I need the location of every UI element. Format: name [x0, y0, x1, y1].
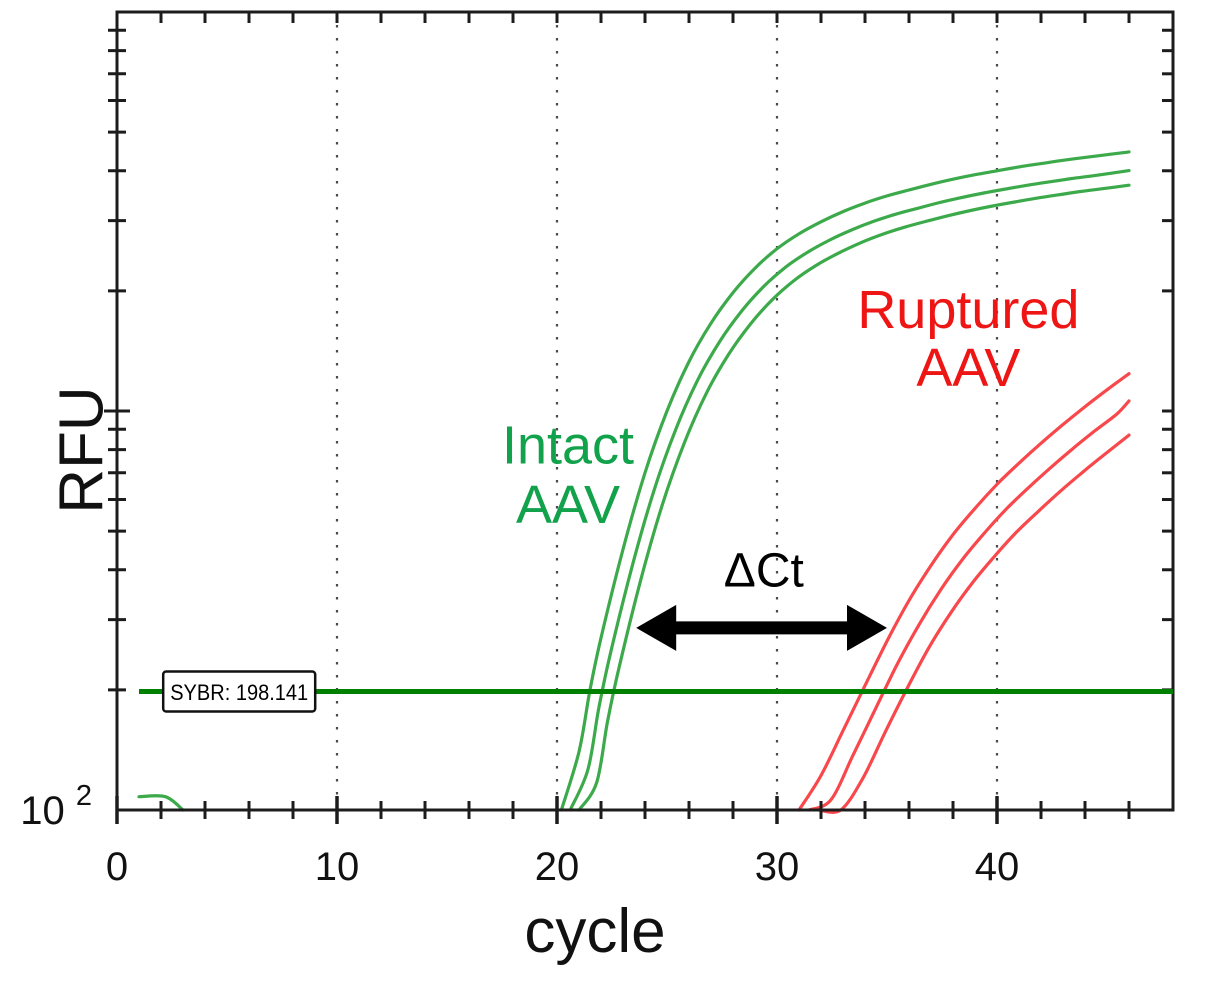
y-tick-label-100-exponent: 2: [76, 780, 92, 812]
axis-layer: 0 10 20 30 40: [104, 10, 1175, 889]
y-axis-label: RFU: [48, 386, 117, 513]
annotation-ruptured-line1: Ruptured: [857, 280, 1079, 340]
x-tick-label-10: 10: [315, 845, 360, 889]
delta-ct-arrowhead-right: [847, 604, 887, 651]
x-tick-label-20: 20: [535, 845, 580, 889]
curve-layer: [137, 150, 1131, 814]
threshold-label-box[interactable]: [161, 670, 317, 713]
threshold-label: SYBR: 198.141: [170, 680, 308, 705]
grid-layer: [335, 12, 999, 810]
x-tick-label-30: 30: [755, 845, 800, 889]
y-tick-label-100-base: 10: [20, 789, 65, 833]
y-tick-label-100: 10 2: [20, 780, 92, 833]
amplification-curve-ruptured-aav-replicate-1: [797, 372, 1131, 812]
annotation-ruptured-line2: AAV: [916, 338, 1020, 398]
amplification-curve-intact-aav-replicate-2: [568, 169, 1131, 812]
amplification-curve-baseline-trace: [137, 794, 185, 812]
amplification-curve-ruptured-aav-replicate-3: [817, 433, 1131, 814]
annotation-intact-line1: Intact: [502, 415, 634, 475]
delta-ct-arrowhead-left: [636, 604, 677, 651]
annotation-intact-line2: AAV: [516, 475, 620, 535]
amplification-curve-intact-aav-replicate-3: [577, 183, 1131, 812]
x-axis-label: cycle: [524, 897, 665, 966]
label-layer: RFU cycle 10 2: [20, 386, 665, 966]
amplification-curve-ruptured-aav-replicate-2: [807, 399, 1131, 812]
annotation-delta-ct-line1: ΔCt: [724, 545, 804, 598]
x-tick-label-0: 0: [106, 845, 128, 889]
threshold-layer: SYBR: 198.141: [139, 670, 1173, 713]
x-tick-label-40: 40: [975, 845, 1020, 889]
delta-ct-arrow: [636, 604, 887, 651]
amplification-curve-intact-aav-replicate-1: [559, 150, 1131, 812]
